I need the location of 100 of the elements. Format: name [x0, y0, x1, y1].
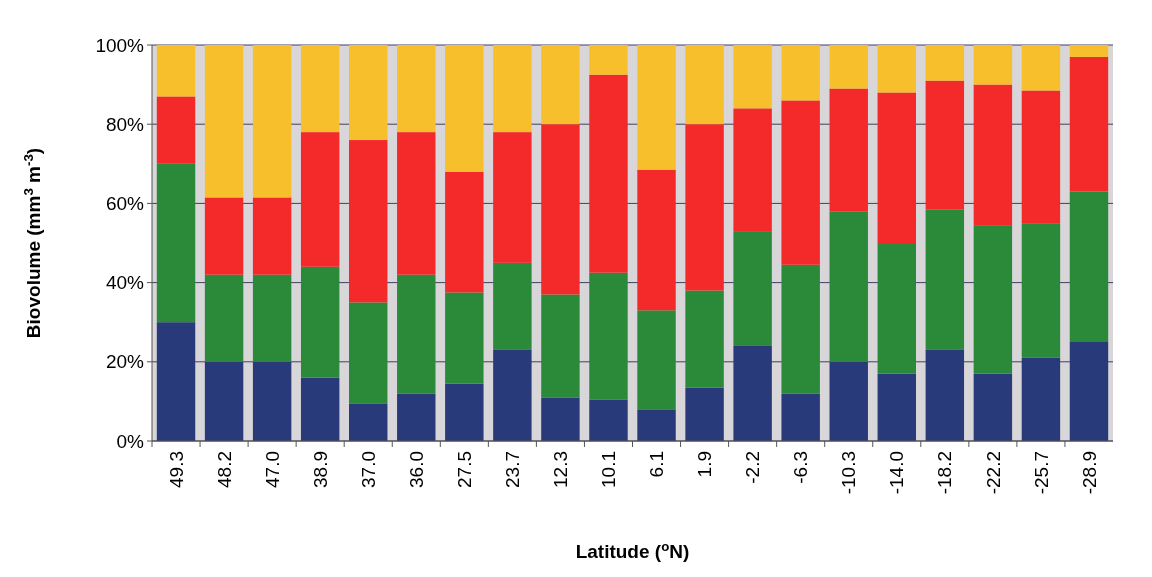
x-tick-label: 49.3 [165, 451, 187, 488]
bar [300, 132, 340, 267]
bar [300, 45, 340, 133]
bar [252, 361, 292, 441]
bar [637, 409, 676, 441]
bar [781, 264, 820, 394]
bar [445, 171, 484, 293]
bar [493, 349, 532, 441]
bar [973, 84, 1013, 226]
bar [877, 92, 916, 243]
bar [925, 209, 965, 350]
x-tick-label: 12.3 [550, 451, 572, 488]
bar [349, 140, 388, 303]
bar [300, 266, 340, 378]
x-tick-label: -2.2 [742, 451, 764, 484]
x-tick-label: -6.3 [790, 451, 812, 484]
x-axis-title: Latitude ($^{o}$N) [575, 538, 690, 562]
bar [877, 45, 916, 93]
bar [445, 292, 484, 384]
y-tick-label: 20% [105, 351, 145, 373]
bar [541, 124, 580, 295]
bar [637, 169, 676, 311]
bar [877, 243, 916, 374]
bar [349, 403, 388, 441]
bar [973, 225, 1013, 374]
bar [733, 345, 772, 441]
bar [781, 393, 820, 441]
bar [349, 302, 388, 404]
bar [204, 197, 244, 275]
bar [1069, 342, 1109, 441]
x-tick-label: 37.0 [357, 451, 379, 488]
bar [829, 45, 868, 89]
bar [204, 361, 244, 441]
bar [156, 322, 196, 441]
y-tick-label: 40% [105, 272, 145, 294]
bar [829, 88, 868, 212]
x-tick-label: 38.9 [309, 451, 331, 488]
bar [589, 74, 628, 273]
bar [637, 45, 676, 170]
bar [733, 231, 772, 346]
y-tick-label: 100% [95, 34, 145, 56]
x-tick-label: 36.0 [405, 451, 427, 488]
bar [589, 45, 628, 75]
bar [541, 294, 580, 398]
y-tick-label: 0% [116, 430, 145, 452]
bar [973, 373, 1013, 441]
bar [156, 96, 196, 164]
x-tick-label: -25.7 [1030, 451, 1052, 495]
bar [493, 132, 532, 263]
bar [204, 45, 244, 198]
x-tick-label: 23.7 [502, 451, 524, 488]
bar [1069, 56, 1109, 192]
bar [781, 45, 820, 101]
x-tick-label: -22.2 [982, 451, 1004, 495]
bar [829, 211, 868, 362]
x-tick-label: 47.0 [261, 451, 283, 488]
x-tick-label: 27.5 [453, 451, 475, 488]
bar [781, 100, 820, 265]
bar [925, 80, 965, 210]
bar [397, 393, 436, 441]
bar [973, 45, 1013, 85]
x-tick-label: 10.1 [598, 451, 620, 488]
x-tick-label: -28.9 [1078, 451, 1100, 495]
bar [1021, 90, 1061, 224]
bar [589, 272, 628, 400]
bar [1069, 45, 1109, 57]
bar [156, 45, 196, 97]
bar [1021, 357, 1061, 441]
y-tick-label: 80% [105, 113, 145, 135]
bar [493, 45, 532, 133]
bar [397, 274, 436, 394]
x-tick-label: -18.2 [934, 451, 956, 495]
bar [397, 45, 436, 133]
bar [252, 197, 292, 275]
bar [925, 349, 965, 441]
y-tick-label: 60% [105, 193, 145, 215]
bar [685, 124, 724, 291]
bar [493, 262, 532, 350]
bar [925, 45, 965, 81]
bar [541, 397, 580, 441]
x-tick-label: 1.9 [694, 451, 716, 478]
bar [589, 399, 628, 441]
bar [445, 383, 484, 441]
bar [300, 377, 340, 441]
bar [637, 310, 676, 410]
bar [1021, 223, 1061, 358]
bar [685, 387, 724, 441]
x-tick-label: -14.0 [886, 451, 908, 495]
bar [877, 373, 916, 441]
bar [685, 45, 724, 125]
bar [1069, 191, 1109, 342]
bar [1021, 45, 1061, 91]
bar [204, 274, 244, 362]
bar [733, 108, 772, 232]
bar [829, 361, 868, 441]
bar [685, 290, 724, 388]
x-tick-label: -10.3 [838, 451, 860, 495]
bar [349, 45, 388, 141]
bar [397, 132, 436, 275]
bar [541, 45, 580, 125]
